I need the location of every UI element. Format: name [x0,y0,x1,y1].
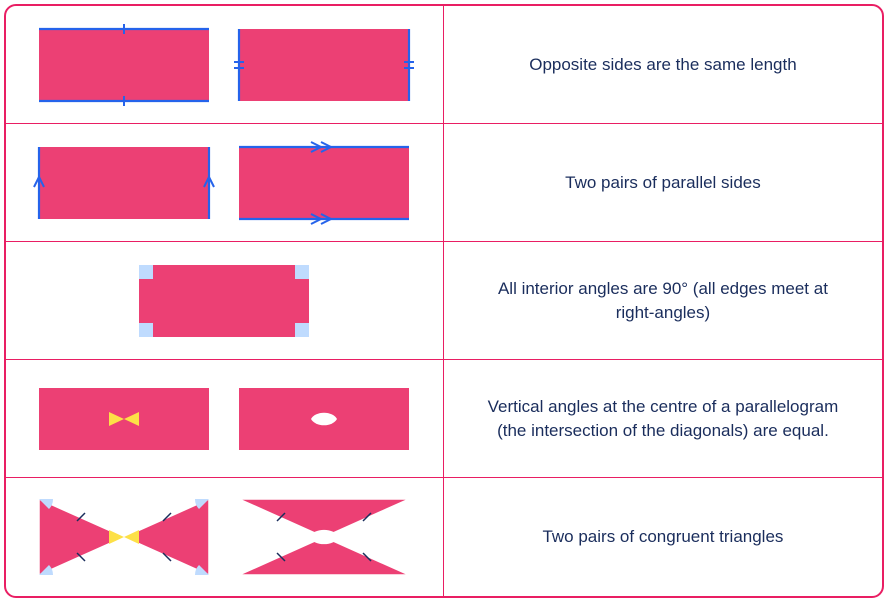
description-opposite-sides: Opposite sides are the same length [444,6,882,123]
diagram-cell-right-angles [6,242,444,359]
description-parallel-sides: Two pairs of parallel sides [444,124,882,241]
rectangle-v-arrows [39,147,209,219]
rectangle-right-angles [139,265,309,337]
table-row: All interior angles are 90° (all edges m… [6,242,882,360]
rectangle-triangles-yellow [39,499,209,575]
table-row: Two pairs of congruent triangles [6,478,882,596]
description-congruent-triangles: Two pairs of congruent triangles [444,478,882,596]
rectangle-bowtie-yellow [39,388,209,450]
description-right-angles: All interior angles are 90° (all edges m… [444,242,882,359]
rectangle-h-arrows [239,147,409,219]
table-row: Opposite sides are the same length [6,6,882,124]
diagram-cell-vertical-angles [6,360,444,477]
rectangle-bowtie-white [239,388,409,450]
diagram-cell-congruent-triangles [6,478,444,596]
diagram-cell-parallel-sides [6,124,444,241]
rectangle-v-ticks [239,29,409,101]
rectangle-triangles-white [239,499,409,575]
table-row: Two pairs of parallel sides [6,124,882,242]
rectangle-h-ticks [39,29,209,101]
table-row: Vertical angles at the centre of a paral… [6,360,882,478]
properties-table: Opposite sides are the same length [4,4,884,598]
description-vertical-angles: Vertical angles at the centre of a paral… [444,360,882,477]
diagram-cell-opposite-sides [6,6,444,123]
